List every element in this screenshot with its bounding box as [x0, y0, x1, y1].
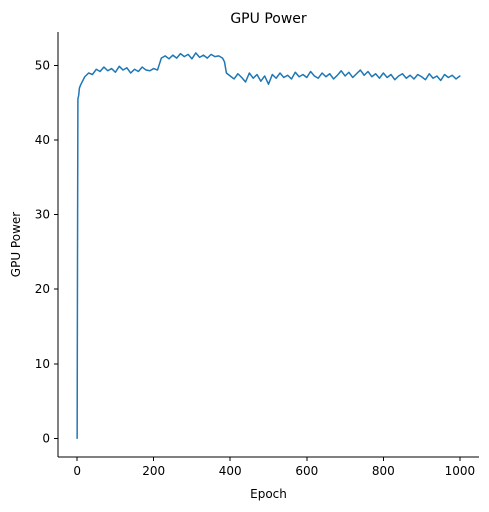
y-tick-label: 20 [35, 282, 50, 296]
x-tick-label: 0 [73, 464, 81, 478]
chart-title: GPU Power [230, 11, 307, 27]
x-tick-label: 600 [295, 464, 318, 478]
y-axis-label: GPU Power [9, 212, 23, 277]
x-tick-label: 800 [372, 464, 395, 478]
x-axis-label: Epoch [250, 487, 287, 501]
x-tick-label: 1000 [445, 464, 476, 478]
plot-area [76, 52, 461, 440]
x-tick-label: 200 [142, 464, 165, 478]
x-tick-label: 400 [219, 464, 242, 478]
series-line-gpu-power [76, 52, 461, 440]
x-axis-ticks: 0 200 400 600 800 1000 [73, 457, 475, 478]
y-tick-label: 50 [35, 59, 50, 73]
y-tick-label: 10 [35, 357, 50, 371]
y-axis-ticks: 0 10 20 30 40 50 [35, 59, 58, 445]
y-tick-label: 30 [35, 208, 50, 222]
y-tick-label: 0 [42, 431, 50, 445]
y-tick-label: 40 [35, 133, 50, 147]
